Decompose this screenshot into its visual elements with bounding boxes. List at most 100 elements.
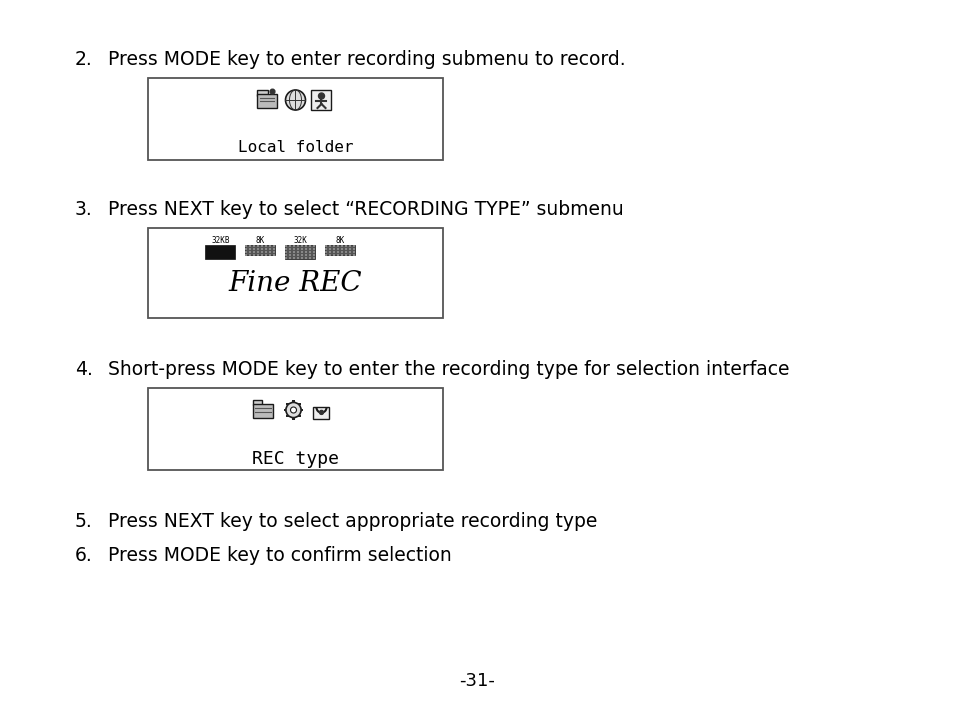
Bar — [289, 251, 292, 253]
Bar — [297, 251, 299, 253]
Bar — [334, 251, 335, 253]
Bar — [285, 245, 315, 259]
Bar — [314, 257, 315, 259]
Bar — [329, 245, 331, 247]
Bar — [297, 248, 299, 250]
Bar — [257, 254, 259, 256]
Text: 3.: 3. — [75, 200, 92, 219]
Bar — [269, 251, 272, 253]
Bar — [301, 254, 303, 256]
Bar — [269, 245, 272, 247]
Bar — [297, 257, 299, 259]
Bar — [325, 251, 327, 253]
Text: 2.: 2. — [75, 50, 92, 69]
Bar — [265, 245, 267, 247]
Bar — [294, 245, 295, 247]
Bar — [349, 254, 351, 256]
Bar — [285, 248, 287, 250]
Bar — [148, 388, 442, 470]
Bar — [325, 254, 327, 256]
Bar — [341, 251, 343, 253]
Bar — [305, 251, 307, 253]
Bar — [261, 245, 263, 247]
Bar — [250, 251, 252, 253]
Bar — [305, 248, 307, 250]
Circle shape — [286, 402, 301, 418]
Text: 8K: 8K — [255, 236, 265, 245]
Text: Press NEXT key to select “RECORDING TYPE” submenu: Press NEXT key to select “RECORDING TYPE… — [108, 200, 623, 219]
Bar — [245, 245, 247, 247]
Bar — [325, 248, 327, 250]
Text: Fine REC: Fine REC — [229, 270, 362, 297]
Bar — [354, 251, 355, 253]
Bar — [354, 245, 355, 247]
Bar — [341, 245, 343, 247]
Bar — [265, 254, 267, 256]
Circle shape — [285, 90, 305, 110]
Bar — [337, 254, 339, 256]
Bar — [265, 251, 267, 253]
Bar — [337, 251, 339, 253]
Bar — [301, 248, 303, 250]
Bar — [253, 245, 255, 247]
Bar — [253, 254, 255, 256]
Circle shape — [270, 89, 274, 94]
Bar — [261, 248, 263, 250]
Text: -31-: -31- — [458, 672, 495, 690]
Bar — [253, 251, 255, 253]
Bar — [329, 254, 331, 256]
Bar — [294, 254, 295, 256]
Bar — [245, 254, 247, 256]
Bar — [253, 248, 255, 250]
Bar — [314, 248, 315, 250]
Bar — [257, 245, 259, 247]
Bar — [286, 415, 289, 417]
Bar — [312, 90, 331, 110]
Bar — [257, 94, 277, 108]
Bar — [284, 409, 286, 411]
Text: Local folder: Local folder — [237, 140, 353, 155]
Text: Press MODE key to confirm selection: Press MODE key to confirm selection — [108, 546, 452, 565]
Bar — [294, 251, 295, 253]
Bar — [354, 248, 355, 250]
Bar — [309, 248, 312, 250]
Bar — [289, 257, 292, 259]
Bar — [257, 248, 259, 250]
Text: Press MODE key to enter recording submenu to record.: Press MODE key to enter recording submen… — [108, 50, 625, 69]
Bar — [301, 257, 303, 259]
Bar — [269, 254, 272, 256]
Bar — [309, 245, 312, 247]
Bar — [289, 248, 292, 250]
Text: REC type: REC type — [252, 450, 338, 468]
Bar — [294, 257, 295, 259]
Circle shape — [318, 93, 324, 99]
Bar — [261, 254, 263, 256]
Text: Short-press MODE key to enter the recording type for selection interface: Short-press MODE key to enter the record… — [108, 360, 789, 379]
Bar — [297, 254, 299, 256]
Bar — [292, 417, 294, 420]
Bar — [309, 257, 312, 259]
Bar — [245, 251, 247, 253]
Bar — [205, 245, 235, 259]
Bar — [354, 254, 355, 256]
Bar — [257, 90, 268, 95]
Text: 8K: 8K — [335, 236, 345, 245]
Bar — [297, 245, 299, 247]
Bar — [305, 257, 307, 259]
Bar — [345, 254, 347, 256]
Text: 32K: 32K — [294, 236, 307, 245]
Bar — [337, 245, 339, 247]
Bar — [274, 254, 275, 256]
Bar — [289, 245, 292, 247]
Bar — [265, 248, 267, 250]
Bar — [345, 248, 347, 250]
Bar — [257, 251, 259, 253]
Bar — [349, 248, 351, 250]
Bar — [148, 228, 442, 318]
Bar — [274, 248, 275, 250]
Bar — [298, 403, 300, 405]
Bar — [285, 254, 287, 256]
Bar — [334, 248, 335, 250]
Bar — [294, 248, 295, 250]
Text: 4.: 4. — [75, 360, 92, 379]
